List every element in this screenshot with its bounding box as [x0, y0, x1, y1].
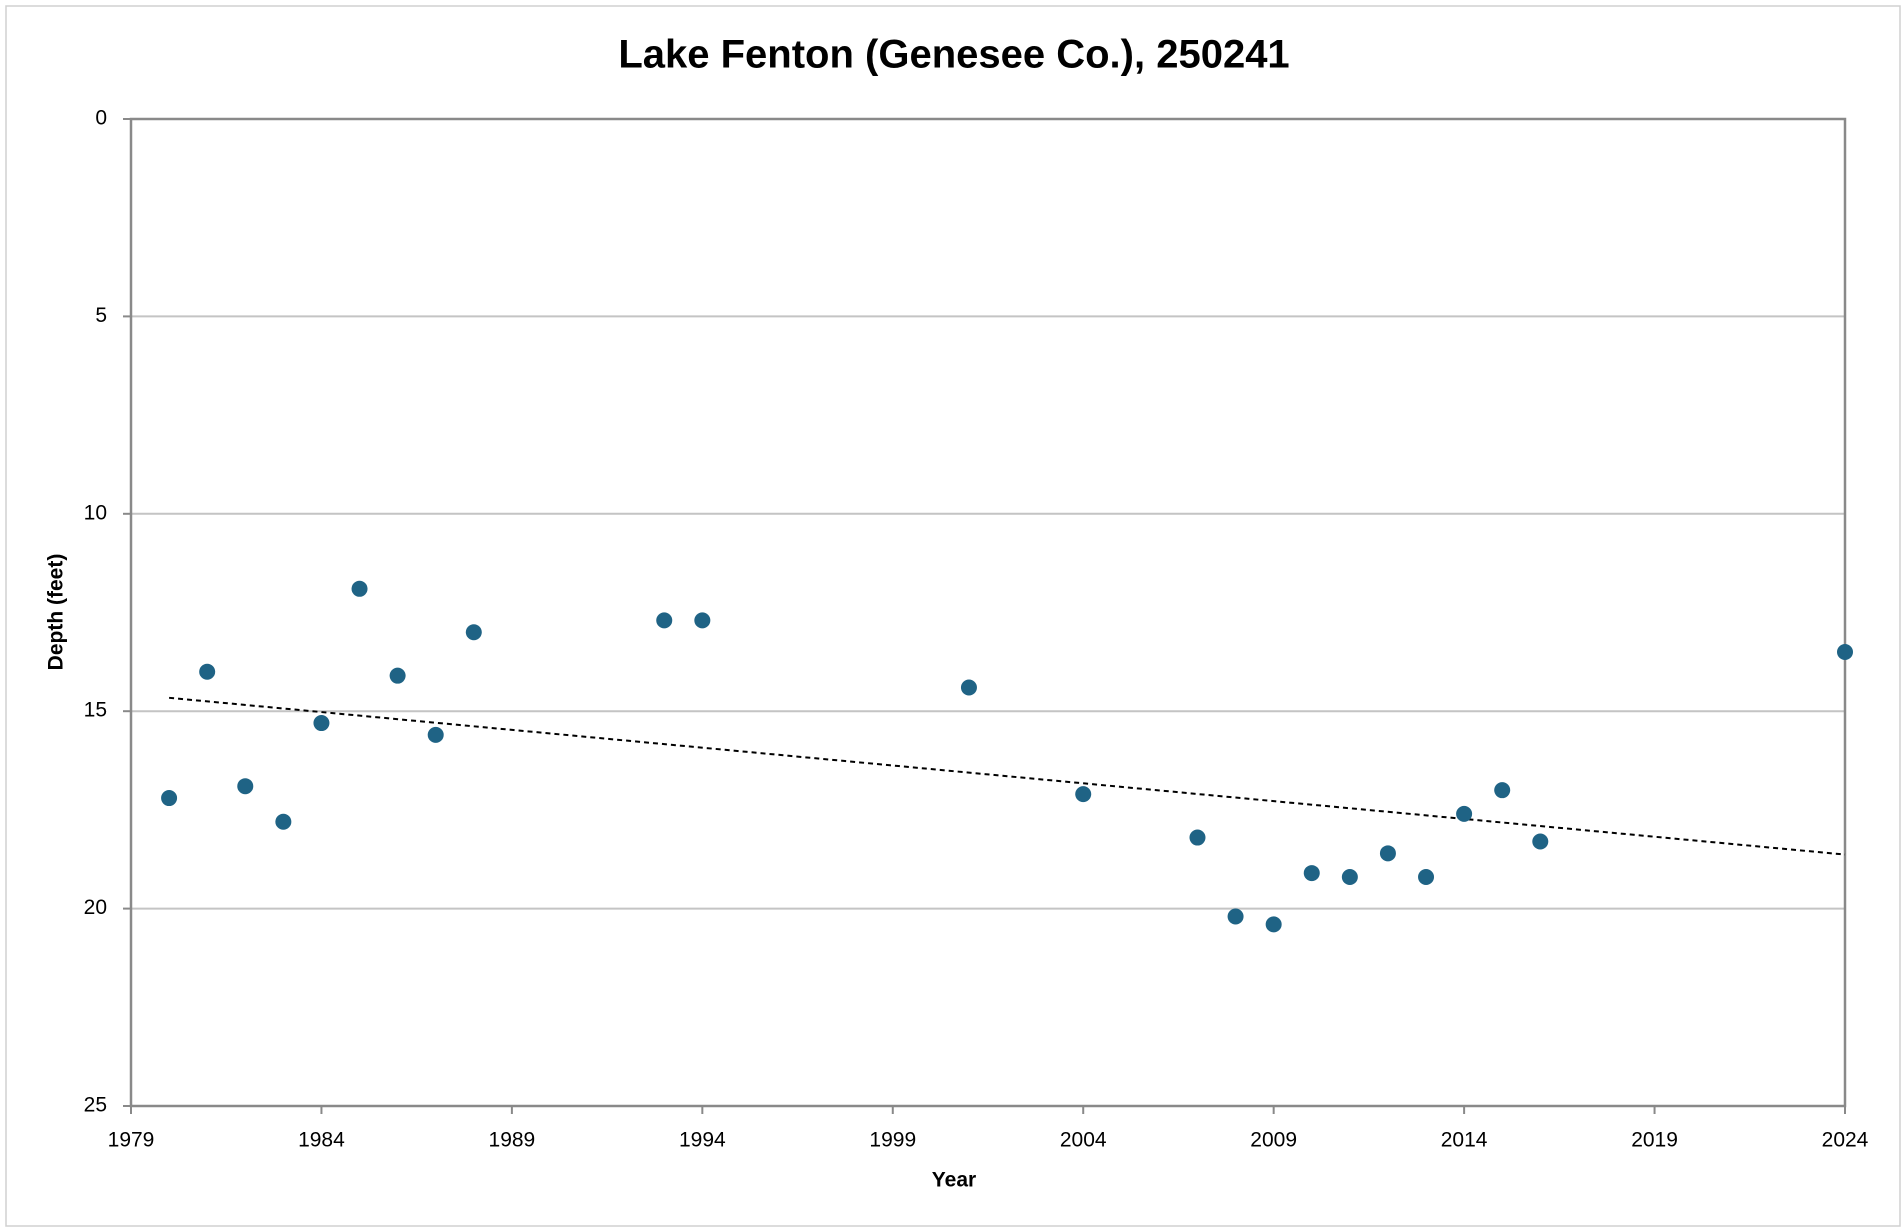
x-tick-label: 2004: [1060, 1129, 1107, 1152]
point: [427, 726, 444, 743]
x-tick-label: 1979: [108, 1129, 155, 1152]
point: [1341, 869, 1358, 886]
x-tick-label: 2019: [1631, 1129, 1678, 1152]
point: [1532, 833, 1549, 850]
y-tick-label: 25: [84, 1094, 107, 1117]
point: [694, 612, 711, 629]
point: [1227, 908, 1244, 925]
point: [1456, 805, 1473, 822]
point: [465, 624, 482, 641]
x-tick-label: 1989: [489, 1129, 536, 1152]
point: [313, 715, 330, 732]
x-tick-label: 1984: [298, 1129, 345, 1152]
point: [1837, 643, 1853, 660]
point: [1265, 916, 1282, 933]
x-tick-label: 1999: [869, 1129, 916, 1152]
x-tick-label: 2009: [1250, 1129, 1297, 1152]
x-tick-label: 2024: [1822, 1129, 1869, 1152]
point: [351, 580, 368, 597]
point: [161, 790, 178, 807]
chart-title: Lake Fenton (Genesee Co.), 250241: [618, 33, 1289, 77]
y-tick-label: 0: [95, 107, 107, 130]
trendline: [168, 696, 1846, 856]
point: [275, 813, 292, 830]
chart-frame: [5, 5, 1901, 1227]
point: [960, 679, 977, 696]
point: [1075, 786, 1092, 803]
y-tick-label: 10: [84, 501, 107, 524]
x-axis-title: Year: [932, 1169, 976, 1192]
y-tick-label: 5: [95, 304, 107, 327]
point: [1379, 845, 1396, 862]
point: [1189, 829, 1206, 846]
y-tick-label: 20: [84, 896, 107, 919]
x-tick-label: 2014: [1441, 1129, 1488, 1152]
x-tick-label: 1994: [679, 1129, 726, 1152]
y-tick-label: 15: [84, 699, 107, 722]
plot-border: [129, 117, 1847, 1108]
y-axis-title: Depth (feet): [45, 554, 68, 671]
point: [237, 778, 254, 795]
point: [1418, 869, 1435, 886]
point: [389, 667, 406, 684]
point: [1303, 865, 1320, 882]
point: [656, 612, 673, 629]
point: [1494, 782, 1511, 799]
point: [199, 663, 216, 680]
